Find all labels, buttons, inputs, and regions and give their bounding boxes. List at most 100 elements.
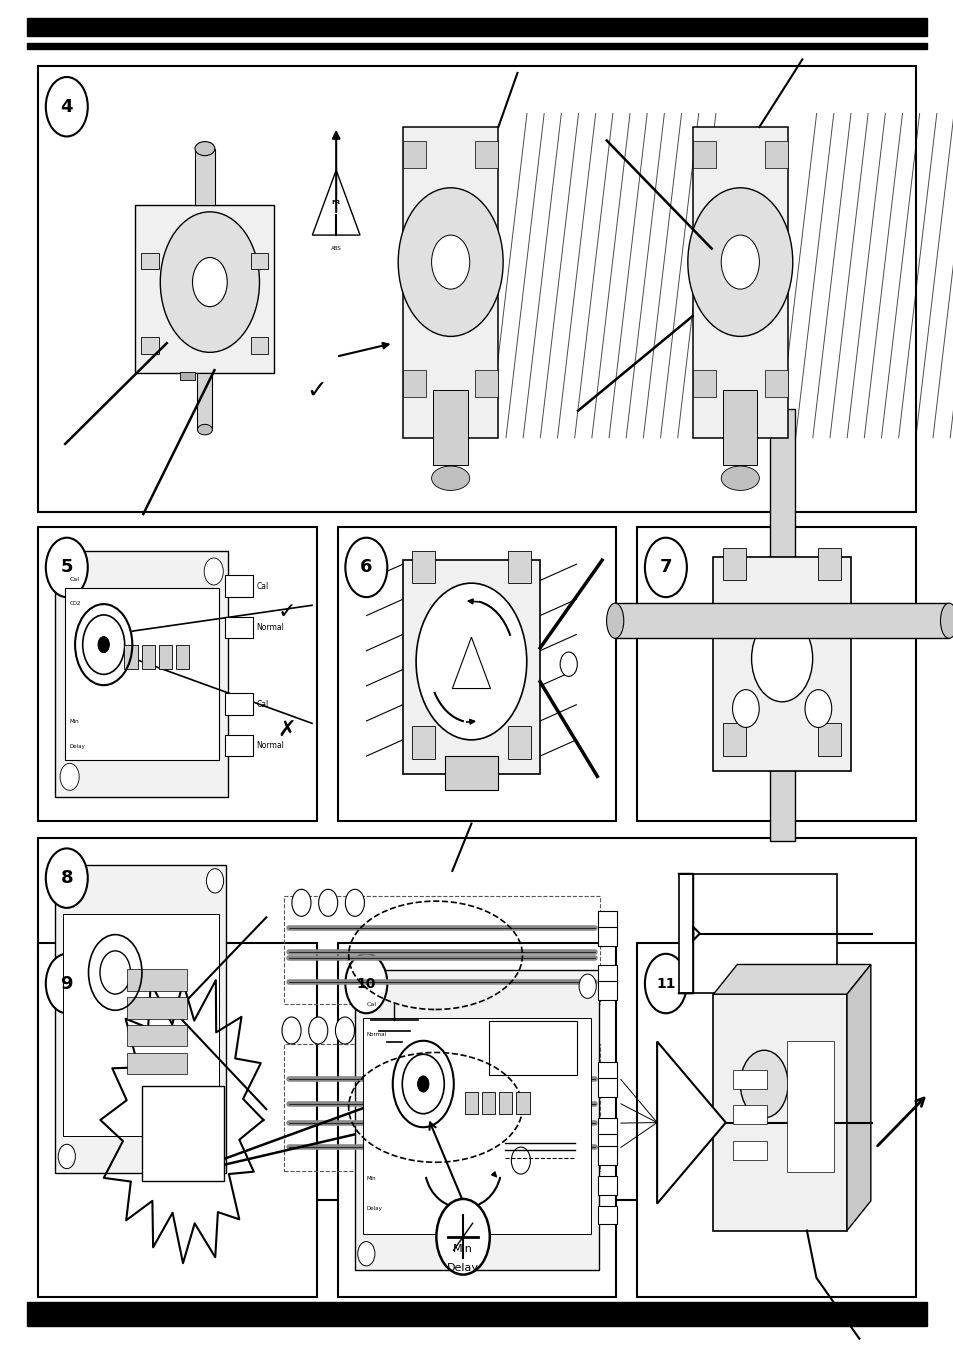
Circle shape [720,235,759,289]
Circle shape [160,212,259,353]
Bar [481,1093,495,1115]
Bar [251,336,268,354]
Bar [722,547,745,580]
Text: Cal: Cal [256,582,268,590]
Circle shape [751,615,812,701]
Circle shape [397,188,502,336]
Polygon shape [657,1042,725,1204]
Bar [818,723,841,755]
Bar [498,1093,512,1115]
Circle shape [417,1075,429,1092]
Ellipse shape [197,424,213,435]
Circle shape [345,538,387,597]
Bar [27,1302,926,1308]
Bar [27,18,926,36]
Bar [637,527,915,821]
Text: Delay: Delay [366,1206,382,1210]
Bar [598,911,617,929]
Bar [38,943,316,1297]
Text: Delay: Delay [447,1263,478,1273]
Bar [764,370,787,397]
Ellipse shape [940,603,953,638]
Bar [412,727,435,759]
Bar [124,644,137,669]
Bar [692,141,715,168]
Polygon shape [312,170,359,235]
Ellipse shape [431,466,469,490]
Bar [225,693,253,715]
Circle shape [740,1050,787,1117]
Bar [464,1093,477,1115]
Bar [507,727,530,759]
Bar [355,970,598,1270]
Bar [412,551,435,584]
Circle shape [431,235,469,289]
Text: Normal: Normal [256,623,284,632]
Bar [475,141,497,168]
Bar [141,336,159,354]
Circle shape [687,188,792,336]
Bar [141,253,159,269]
Bar [402,127,497,438]
Circle shape [46,954,88,1013]
Bar [713,994,846,1231]
Bar [142,1086,223,1181]
Bar [475,370,497,397]
Bar [516,1093,529,1115]
Bar [141,644,154,669]
Text: Min: Min [366,1175,375,1181]
Bar [180,372,194,381]
Bar [38,66,915,512]
Text: 9: 9 [60,974,73,993]
Bar [402,141,425,168]
Bar [769,408,794,840]
Polygon shape [846,965,870,1231]
Text: Cal: Cal [256,700,268,708]
Bar [27,1308,926,1327]
Circle shape [402,1054,444,1113]
Bar [127,997,187,1019]
Text: 6: 6 [359,558,373,577]
Bar [225,735,253,757]
Bar [733,1140,766,1159]
Text: ✗: ✗ [277,720,295,740]
Circle shape [416,584,526,740]
Bar [598,1175,617,1194]
Text: 8: 8 [60,869,73,888]
Bar [194,149,214,205]
Bar [637,943,915,1297]
Bar [598,1205,617,1224]
Text: 4: 4 [60,97,73,116]
Bar [175,644,189,669]
Circle shape [193,258,227,307]
Circle shape [60,763,79,790]
Bar [63,913,218,1136]
Bar [598,927,617,946]
Text: Normal: Normal [366,1032,386,1038]
Bar [27,42,926,50]
Circle shape [46,848,88,908]
Bar [337,943,616,1297]
Circle shape [804,689,831,727]
Circle shape [292,889,311,916]
Ellipse shape [720,466,759,490]
Circle shape [732,689,759,727]
Bar [598,1062,617,1081]
Bar [225,576,253,597]
Text: ✓: ✓ [277,603,295,623]
Bar [127,970,187,990]
Text: Min: Min [453,1244,473,1254]
Bar [733,1070,766,1089]
Bar [786,1042,833,1171]
Circle shape [206,869,223,893]
Polygon shape [713,965,870,994]
Bar [433,390,467,465]
Bar [598,1133,617,1152]
Text: Min: Min [70,719,79,724]
Circle shape [83,615,125,674]
Text: CO2: CO2 [70,601,81,607]
Circle shape [46,538,88,597]
Bar [692,370,715,397]
Bar [55,865,226,1173]
Bar [38,838,915,1200]
